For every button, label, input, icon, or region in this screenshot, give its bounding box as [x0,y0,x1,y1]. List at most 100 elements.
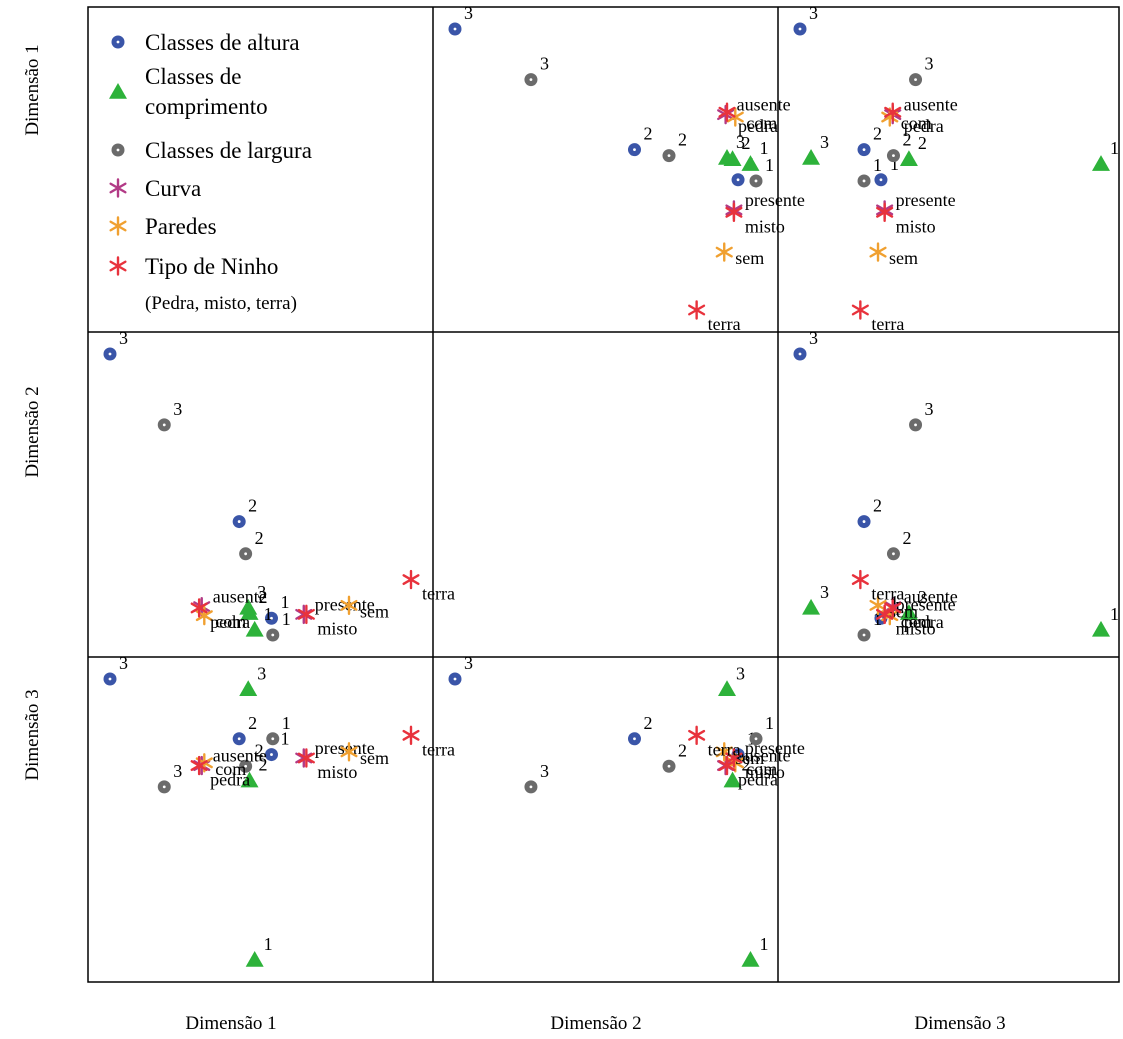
point-r2-c3-8 [909,418,923,432]
point-label-r2-c3-13: pedra [904,612,944,632]
point-r3-c2-3 [741,951,760,967]
point-r1-c2-14 [725,202,743,223]
point-label-r1-c2-12: sem [735,248,764,268]
point-label-r3-c1-1: 2 [248,713,257,733]
point-label-r1-c3-4: 2 [918,133,927,153]
point-r2-c1-0 [264,611,278,625]
point-label-r1-c3-0: 1 [890,154,899,174]
scatter-panels: 123123123ausentepresentecomsempedramisto… [103,3,1119,967]
point-label-r3-c1-15: terra [422,739,455,759]
point-label-r3-c1-0: 1 [280,729,289,749]
point-label-r1-c2-8: 3 [540,54,549,74]
point-r1-c3-14 [876,202,894,223]
point-label-r1-c3-11: com [901,113,932,133]
point-r2-c1-10 [295,604,313,625]
point-label-r3-c2-13: pedra [738,770,778,790]
point-label-r1-c3-15: terra [871,314,904,334]
point-label-r2-c1-15: terra [422,584,455,604]
legend-marker-1 [109,83,127,99]
point-label-r3-c1-11: com [215,759,246,779]
row-label-3: Dimensão 3 [22,689,43,780]
point-label-r3-c1-12: sem [360,748,389,768]
plot-frame [87,6,1120,983]
point-r3-c1-7 [239,759,253,773]
point-label-r1-c3-10: presente [896,190,956,210]
point-r2-c3-3 [1092,620,1110,637]
point-label-r1-c3-8: 3 [925,54,934,74]
point-r2-c3-13 [884,598,902,618]
legend-marker-0 [111,35,125,49]
point-r2-c1-2 [103,347,117,361]
point-r3-c1-12 [340,742,358,762]
point-label-r2-c1-13: pedra [210,612,250,632]
legend-item-5: Tipo de Ninho [145,254,278,279]
point-r3-c1-8 [157,780,171,794]
point-label-r2-c1-2: 3 [119,328,128,348]
point-r2-c1-3 [245,620,264,637]
panel-r3-c2: 123123123ausentepresentecomsempedramisto… [448,653,805,967]
point-r1-c3-4 [899,150,918,166]
point-label-r2-c1-5: 3 [257,582,266,602]
point-label-r2-c3-3: 1 [1110,604,1119,624]
legend-marker-4 [109,216,127,236]
row-label-2: Dimensão 2 [22,386,43,477]
point-label-r3-c1-9: ausente [213,746,267,766]
point-label-r3-c1-6: 1 [282,713,291,733]
legend-item-1-line1: Classes de [145,64,241,89]
legend-symbol-2 [111,143,125,157]
point-label-r3-c2-6: 1 [765,713,774,733]
point-r3-c2-7 [662,759,676,773]
point-r1-c3-13 [884,102,902,122]
col-label-2: Dimensão 2 [550,1013,641,1034]
point-r1-c2-9 [717,104,735,125]
point-r3-c1-5 [239,680,258,697]
point-label-r2-c1-7: 2 [255,528,264,548]
point-label-r1-c2-7: 2 [678,130,687,150]
point-label-r3-c2-4: 2 [742,755,751,775]
panel-r1-c3: 123123123ausentepresentecomsempedramisto… [793,3,1119,334]
point-r3-c1-3 [245,951,264,967]
legend-note: (Pedra, misto, terra) [145,293,297,314]
point-label-r2-c3-1: 2 [873,496,882,516]
point-r2-c1-8 [157,418,171,432]
point-r2-c1-5 [239,598,258,615]
legend-symbol-5 [109,256,127,276]
point-label-r3-c1-14: misto [317,762,357,782]
point-label-r1-c2-9: ausente [737,95,791,115]
legend-marker-5 [109,256,127,276]
point-r3-c2-5 [718,680,737,697]
point-label-r2-c3-11: com [901,612,932,632]
point-label-r3-c2-8: 3 [540,761,549,781]
point-label-r2-c1-3: 1 [264,604,273,624]
point-r1-c2-1 [627,143,641,157]
point-r3-c1-15 [402,725,420,746]
point-label-r1-c2-11: com [746,113,777,133]
point-label-r2-c3-2: 3 [809,328,818,348]
point-label-r3-c1-3: 1 [264,934,273,954]
point-label-r3-c2-11: com [746,759,777,779]
point-label-r2-c3-15: terra [871,584,904,604]
point-label-r2-c1-10: presente [315,594,375,614]
point-r2-c3-6 [857,628,871,642]
point-label-r1-c2-3: 1 [759,138,768,158]
point-r2-c1-7 [239,547,253,561]
point-label-r3-c2-9: ausente [737,746,791,766]
point-r1-c2-12 [715,242,733,262]
point-r2-c3-2 [793,347,807,361]
point-label-r1-c3-3: 1 [1110,138,1119,158]
point-label-r2-c3-4: 2 [918,587,927,607]
point-label-r3-c2-3: 1 [759,934,768,954]
point-label-r2-c3-5: 3 [820,582,829,602]
point-label-r3-c2-5: 3 [736,663,745,683]
point-r2-c3-14 [876,604,894,625]
point-label-r1-c3-7: 2 [902,130,911,150]
point-label-r3-c1-5: 3 [257,663,266,683]
point-r3-c1-10 [295,748,313,768]
point-label-r1-c2-5: 3 [736,132,745,152]
point-label-r2-c1-4: 2 [259,587,268,607]
point-r1-c3-12 [869,242,887,262]
point-label-r1-c3-2: 3 [809,3,818,23]
point-r2-c1-15 [402,569,420,590]
point-label-r2-c1-1: 2 [248,496,257,516]
point-label-r2-c3-14: misto [896,618,936,638]
